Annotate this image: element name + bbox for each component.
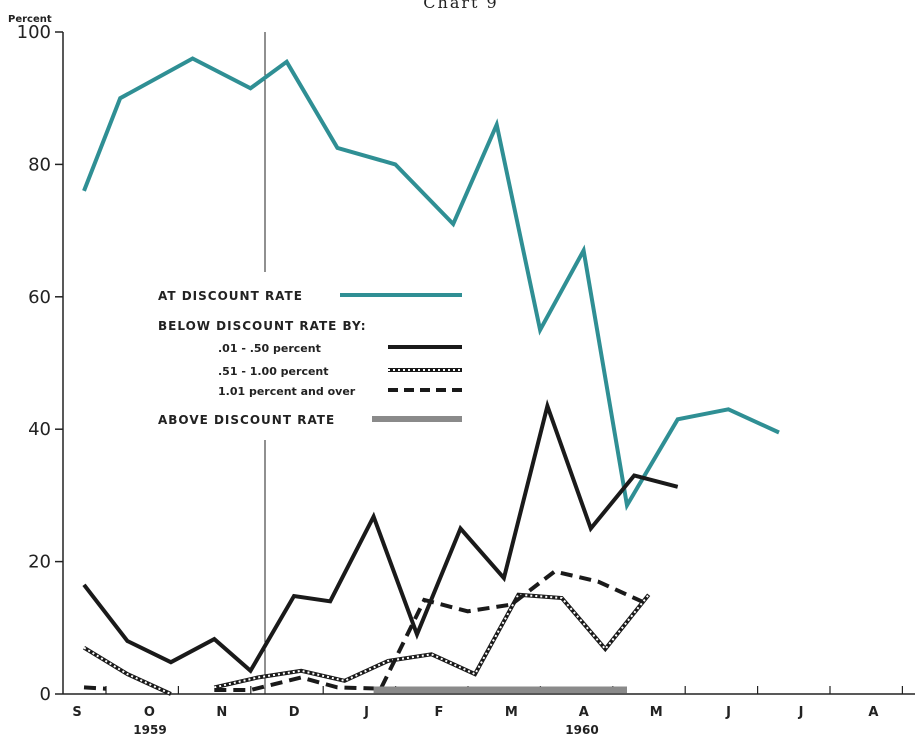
legend-s1-label: .01 - .50 percent (218, 342, 321, 355)
y-ticks: 0 20 40 60 80 100 (17, 22, 63, 705)
y-tick-label: 100 (17, 22, 51, 43)
y-tick-label: 0 (40, 684, 51, 705)
series-line-4 (214, 569, 643, 692)
y-tick-label: 40 (28, 419, 51, 440)
series-layer (82, 56, 780, 696)
legend-above-label: ABOVE DISCOUNT RATE (158, 413, 335, 427)
series-line-3-hatch (214, 593, 650, 689)
chart-title: Chart 9 (423, 0, 498, 12)
series-line-3-hatch (83, 646, 172, 695)
y-tick-label: 60 (28, 287, 51, 308)
series-line-2 (82, 399, 679, 674)
y-axis-unit-label: Percent (8, 14, 52, 25)
legend-s2-label: .51 - 1.00 percent (218, 365, 329, 378)
x-tick-label: D (289, 705, 300, 720)
y-tick-label: 80 (28, 154, 51, 175)
legend-at-label: AT DISCOUNT RATE (158, 289, 303, 303)
x-tick-label: A (868, 705, 878, 720)
x-tick-label: F (435, 705, 444, 720)
legend-s3-label: 1.01 percent and over (218, 385, 356, 398)
x-tick-label: J (798, 705, 804, 720)
series-line-4 (83, 685, 106, 691)
x-tick-label: J (363, 705, 369, 720)
y-tick-label: 20 (28, 552, 51, 573)
year-label: 1960 (565, 723, 598, 737)
legend: AT DISCOUNT RATE BELOW DISCOUNT RATE BY:… (158, 289, 462, 427)
year-label: 1959 (133, 723, 166, 737)
x-tick-label: M (505, 705, 518, 720)
series-line-3 (213, 592, 651, 690)
x-tick-label: J (725, 705, 731, 720)
x-tick-label: M (650, 705, 663, 720)
x-ticks: SONDJFMAMJJASON19591960 (72, 686, 904, 737)
x-tick-label: A (579, 705, 589, 720)
x-tick-label: N (216, 705, 227, 720)
series-line-1 (82, 56, 780, 512)
x-tick-label: S (72, 705, 81, 720)
x-tick-label: O (144, 705, 155, 720)
legend-below-header: BELOW DISCOUNT RATE BY: (158, 319, 367, 333)
